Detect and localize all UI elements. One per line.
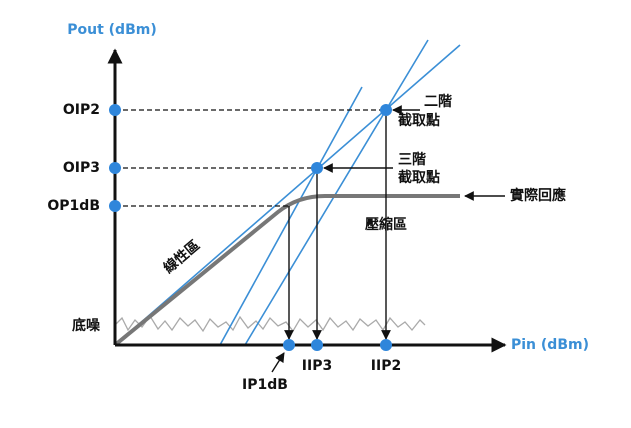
- y-marker: 底噪: [72, 317, 101, 334]
- marker-dot: [109, 200, 121, 212]
- marker-dot: [380, 339, 392, 351]
- annotation: 二階: [424, 93, 452, 110]
- x-marker: IP1dB: [242, 377, 288, 393]
- marker-dot: [311, 162, 323, 174]
- annotation: 實際回應: [510, 187, 566, 204]
- y-marker: OIP2: [63, 102, 100, 118]
- annotation: 線性區: [160, 237, 203, 277]
- x-axis-label: Pin (dBm): [511, 337, 589, 353]
- marker-dot: [311, 339, 323, 351]
- y-marker: OIP3: [63, 160, 100, 176]
- annotation: 三階: [398, 151, 426, 168]
- pointer-arrow: [271, 352, 285, 373]
- marker-dot: [380, 104, 392, 116]
- marker-dot: [109, 162, 121, 174]
- annotation: 截取點: [398, 169, 440, 186]
- first-order-line: [114, 44, 461, 346]
- marker-dot: [109, 104, 121, 116]
- marker-dot: [283, 339, 295, 351]
- annotation: 壓縮區: [365, 216, 407, 233]
- x-marker: IIP2: [371, 358, 401, 374]
- noise: [114, 314, 426, 333]
- annotation: 截取點: [398, 112, 440, 129]
- second-order-line: [244, 39, 429, 346]
- y-marker: OP1dB: [47, 198, 100, 214]
- third-order-line: [219, 86, 363, 346]
- x-marker: IIP3: [302, 358, 332, 374]
- actual-response-curve: [113, 194, 460, 347]
- y-axis-label: Pout (dBm): [67, 22, 157, 38]
